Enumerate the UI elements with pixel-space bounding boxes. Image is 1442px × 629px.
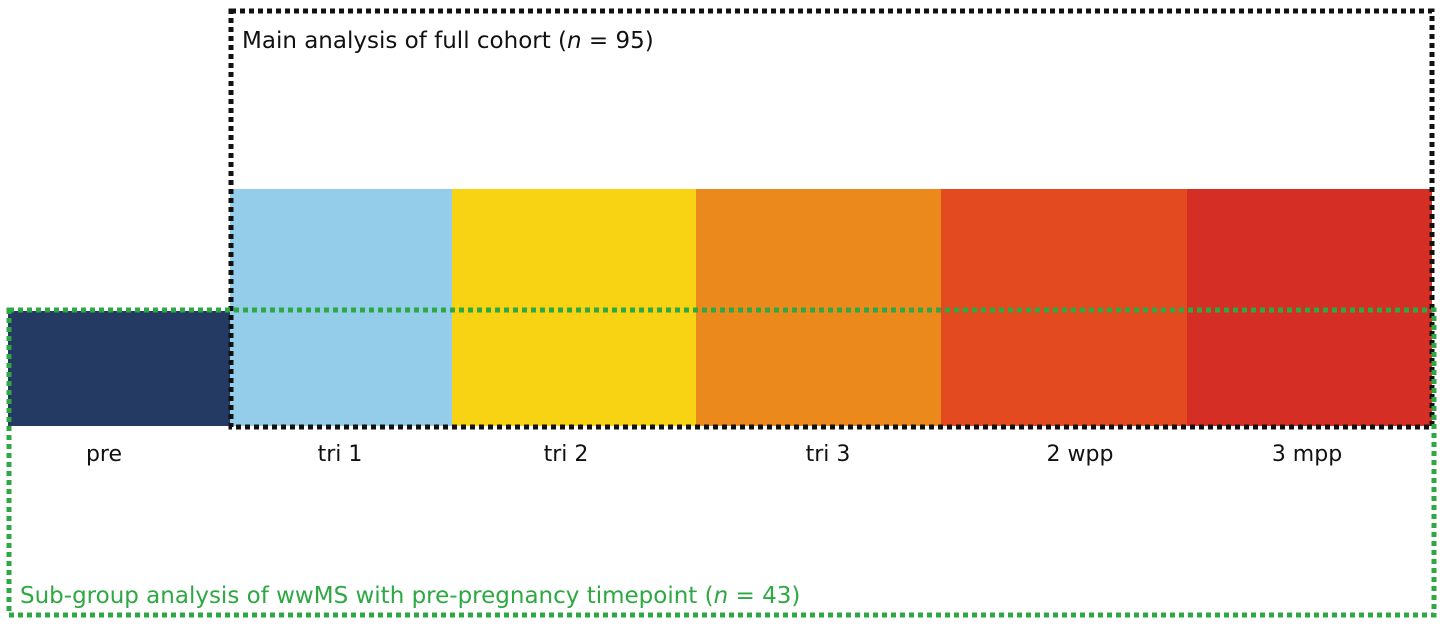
label-text: Main analysis of full cohort ( bbox=[242, 28, 567, 54]
main-analysis-box bbox=[228, 8, 1435, 430]
timepoint-block bbox=[8, 311, 230, 426]
label-italic: n bbox=[714, 583, 729, 609]
timepoint-label: tri 3 bbox=[806, 442, 851, 467]
timepoint-label: pre bbox=[86, 442, 122, 467]
label-italic: n bbox=[567, 28, 582, 54]
main-analysis-label: Main analysis of full cohort (n = 95) bbox=[242, 28, 654, 54]
subgroup-analysis-box bbox=[6, 307, 1437, 618]
timepoint-label: tri 2 bbox=[544, 442, 589, 467]
label-text: Sub-group analysis of wwMS with pre-preg… bbox=[20, 583, 714, 609]
timepoint-block bbox=[452, 189, 696, 426]
subgroup-analysis-label: Sub-group analysis of wwMS with pre-preg… bbox=[20, 583, 800, 609]
timepoint-label: 2 wpp bbox=[1047, 442, 1114, 467]
label-text: = 43) bbox=[728, 583, 800, 609]
timepoint-label: tri 1 bbox=[318, 442, 363, 467]
label-text: = 95) bbox=[582, 28, 654, 54]
timepoint-label: 3 mpp bbox=[1272, 442, 1342, 467]
